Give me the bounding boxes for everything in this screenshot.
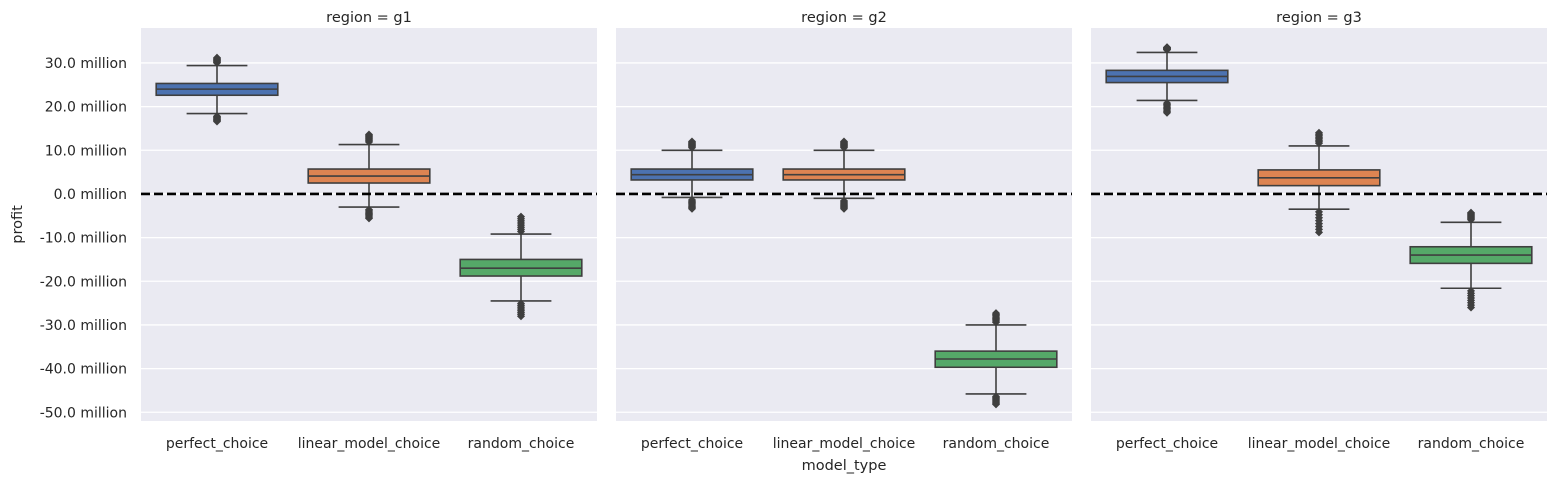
panel-1-random_choice-outlier-low-7 <box>516 312 526 321</box>
panel-3-perfect_choice-outlier-low-7 <box>1162 108 1172 117</box>
panel-1-xtick-perfect_choice: perfect_choice <box>166 436 268 452</box>
panel-2-linear_model_choice-outlier-high-7 <box>839 137 849 146</box>
y-tick-label-0: 30.0 million <box>45 56 127 72</box>
panel-1-random_choice-outlier-high-7 <box>516 212 526 221</box>
panel-1-perfect_choice-outlier-high-7 <box>212 53 222 62</box>
panel-2-linear_model_choice-outlier-low-7 <box>839 204 849 213</box>
panel-3-linear_model_choice-outlier-high-7 <box>1314 128 1324 137</box>
panel-2-perfect_choice-outlier-high-7 <box>687 137 697 146</box>
panel-3-title: region = g3 <box>1276 10 1362 26</box>
y-tick-label-4: -10.0 million <box>40 231 127 247</box>
panel-3-random_choice-outlier-low-7 <box>1466 303 1476 312</box>
panel-2-xtick-perfect_choice: perfect_choice <box>641 436 743 452</box>
panel-3-xtick-linear_model_choice: linear_model_choice <box>1248 436 1391 452</box>
panel-3-random_choice-outlier-high-7 <box>1466 208 1476 217</box>
panel-3-xtick-random_choice: random_choice <box>1418 436 1525 452</box>
panel-3-xtick-perfect_choice: perfect_choice <box>1116 436 1218 452</box>
x-axis-label: model_type <box>802 458 887 474</box>
y-tick-label-7: -40.0 million <box>40 362 127 378</box>
y-tick-label-1: 20.0 million <box>45 100 127 116</box>
panel-1-xtick-random_choice: random_choice <box>468 436 575 452</box>
y-tick-label-8: -50.0 million <box>40 405 127 421</box>
panel-1-linear_model_choice-outlier-low-7 <box>364 214 374 223</box>
panel-2-perfect_choice-outlier-low-7 <box>687 204 697 213</box>
panel-2-title: region = g2 <box>801 10 887 26</box>
y-tick-label-6: -30.0 million <box>40 318 127 334</box>
panel-2-xtick-linear_model_choice: linear_model_choice <box>773 436 916 452</box>
panel-3-linear_model_choice-outlier-low-7 <box>1314 228 1324 237</box>
panel-1-linear_model_choice-outlier-high-7 <box>364 130 374 139</box>
y-tick-label-3: 0.0 million <box>54 187 127 203</box>
y-tick-label-2: 10.0 million <box>45 143 127 159</box>
panel-1-perfect_choice-outlier-low-7 <box>212 117 222 126</box>
y-tick-label-5: -20.0 million <box>40 274 127 290</box>
panel-2-random_choice-outlier-high-7 <box>991 309 1001 318</box>
panel-1-title: region = g1 <box>326 10 412 26</box>
panel-3-perfect_choice-outlier-high-7 <box>1162 43 1172 52</box>
panel-2-random_choice-outlier-low-7 <box>991 400 1001 409</box>
y-axis-label: profit <box>10 205 26 244</box>
panel-2-xtick-random_choice: random_choice <box>943 436 1050 452</box>
panel-1-xtick-linear_model_choice: linear_model_choice <box>298 436 441 452</box>
